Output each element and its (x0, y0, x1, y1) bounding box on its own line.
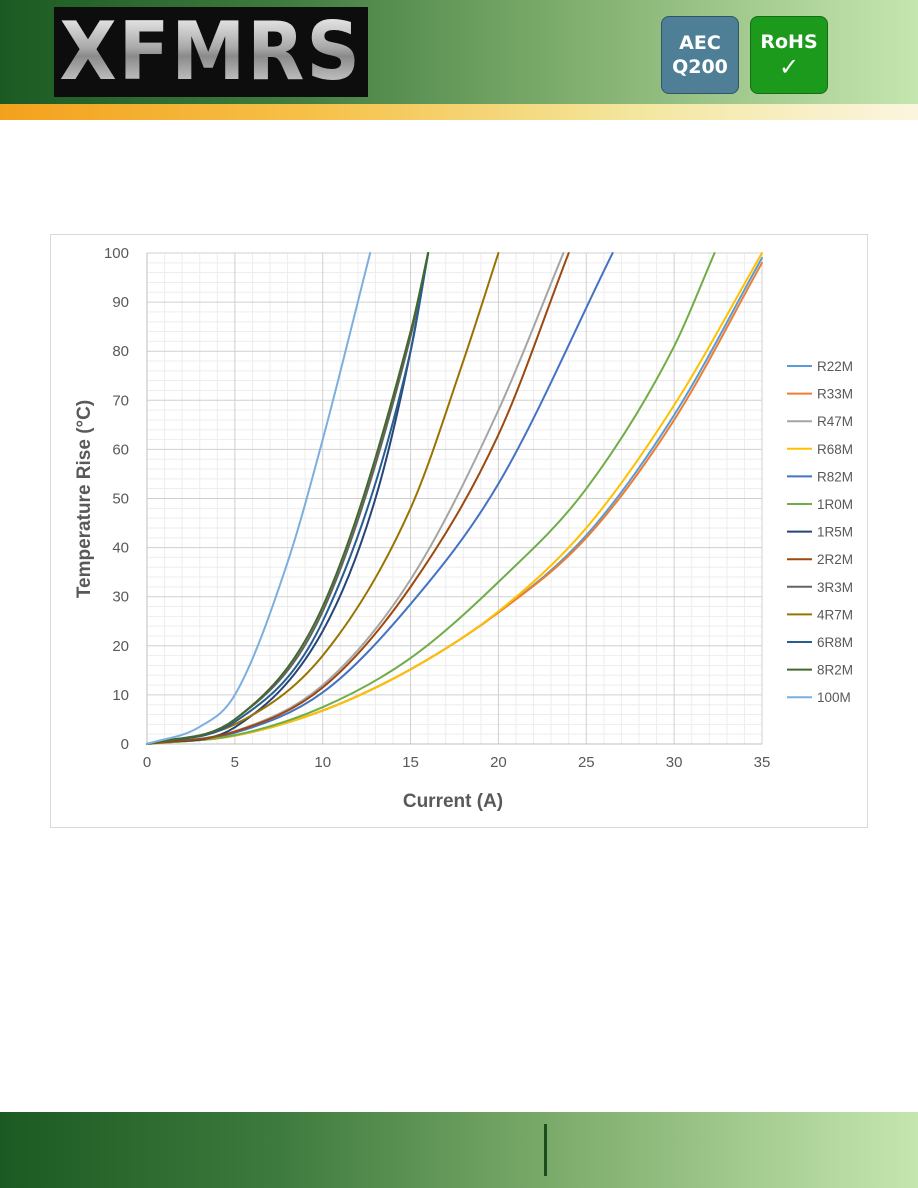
legend-label: R68M (817, 442, 853, 457)
header-accent-bar (0, 104, 918, 120)
y-tick-label: 70 (112, 392, 129, 409)
y-tick-label: 20 (112, 638, 129, 655)
series-line-100m (146, 252, 372, 745)
chart-legend: R22M R33M R47M R68M R82M 1R0M 1R5M 2R2M 3R3M 4R7M… (787, 359, 853, 705)
x-tick-label: 30 (666, 754, 683, 771)
legend-label: 8R2M (817, 663, 853, 678)
series-line-4r7m (146, 252, 500, 745)
x-axis-label: Current (A) (403, 791, 503, 812)
rohs-badge-label: RoHS (760, 31, 818, 53)
aec-badge-line1: AEC (679, 32, 721, 54)
y-tick-label: 0 (121, 736, 129, 753)
chart-canvas: 0 10 20 30 40 50 60 70 80 90 100 0 5 10 15 20 25 30 35 R2… (74, 245, 853, 812)
legend-label: R33M (817, 387, 853, 402)
x-tick-label: 20 (490, 754, 507, 771)
x-tick-label: 10 (314, 754, 331, 771)
checkmark-icon: ✓ (778, 53, 800, 81)
y-axis-label: Temperature Rise (°C) (74, 400, 95, 598)
x-tick-label: 0 (143, 754, 151, 771)
major-gridlines (146, 252, 763, 745)
y-tick-label: 90 (112, 294, 129, 311)
legend-label: 2R2M (817, 552, 853, 567)
series-line-6r8m (146, 252, 430, 745)
legend-label: 100M (817, 690, 851, 705)
aec-q200-badge: AEC Q200 (661, 16, 739, 94)
series-line-1r0m (146, 252, 716, 745)
x-tick-label: 15 (402, 754, 419, 771)
series-lines (146, 252, 763, 745)
y-tick-label: 30 (112, 589, 129, 606)
y-tick-label: 10 (112, 687, 129, 704)
legend-label: R47M (817, 414, 853, 429)
logo-text: XFMRS (59, 5, 363, 98)
temperature-rise-chart: 0 10 20 30 40 50 60 70 80 90 100 0 5 10 15 20 25 30 35 R2… (50, 234, 868, 828)
legend-label: 1R0M (817, 497, 853, 512)
y-tick-label: 40 (112, 540, 129, 557)
series-line-2r2m (146, 252, 570, 745)
legend-label: R22M (817, 359, 853, 374)
header-banner: XFMRS AEC Q200 RoHS ✓ (0, 0, 918, 104)
aec-badge-line2: Q200 (672, 56, 728, 78)
x-tick-label: 25 (578, 754, 595, 771)
legend-label: 1R5M (817, 525, 853, 540)
chart-axes (146, 253, 762, 745)
series-line-8r2m (146, 252, 430, 745)
footer-banner (0, 1112, 918, 1188)
xfmrs-logo: XFMRS (54, 7, 368, 97)
y-tick-label: 80 (112, 343, 129, 360)
y-tick-label: 100 (104, 245, 129, 262)
series-line-r33m (146, 261, 763, 745)
legend-label: 4R7M (817, 607, 853, 622)
x-tick-label: 5 (231, 754, 239, 771)
x-tick-label: 35 (754, 754, 771, 771)
legend-label: 6R8M (817, 635, 853, 650)
y-tick-label: 50 (112, 491, 129, 508)
legend-label: R82M (817, 469, 853, 484)
y-tick-label: 60 (112, 441, 129, 458)
rohs-badge: RoHS ✓ (750, 16, 828, 94)
legend-label: 3R3M (817, 580, 853, 595)
x-tick-labels: 0 5 10 15 20 25 30 35 (143, 754, 771, 771)
y-tick-labels: 0 10 20 30 40 50 60 70 80 90 100 (104, 245, 129, 753)
footer-divider (544, 1124, 547, 1176)
